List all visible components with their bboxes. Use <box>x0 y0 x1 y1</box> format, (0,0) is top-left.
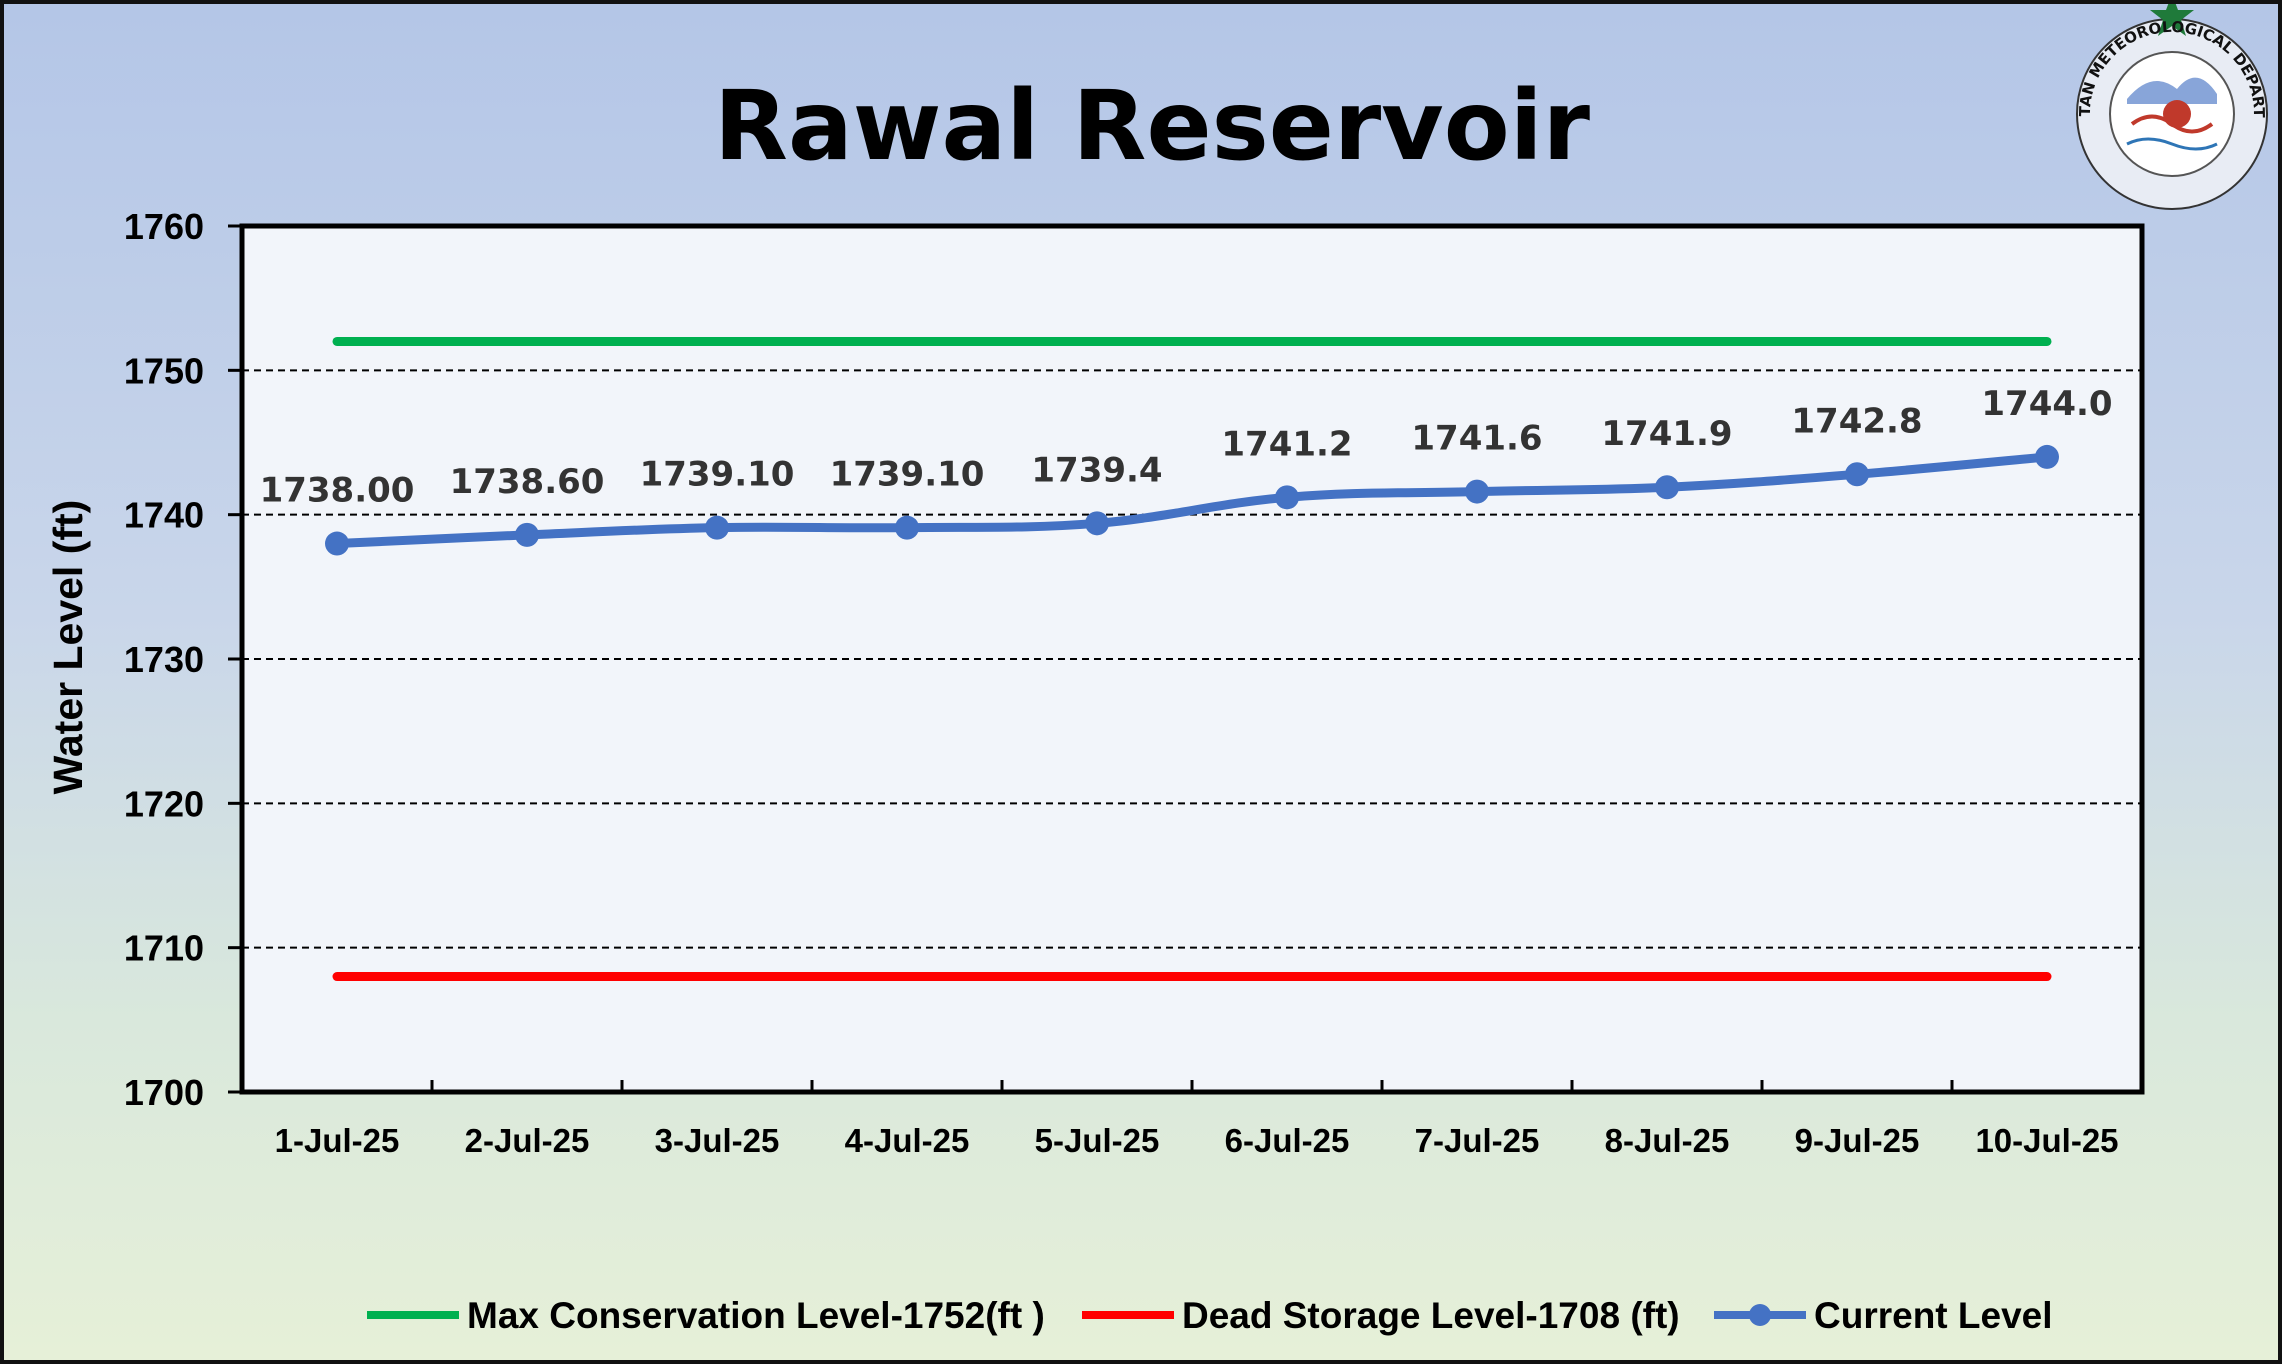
legend: Max Conservation Level-1752(ft ) Dead St… <box>367 1295 2053 1336</box>
data-label: 1744.0 <box>1981 384 2112 424</box>
data-label: 1741.9 <box>1601 414 1732 454</box>
x-tick-label: 1-Jul-25 <box>275 1122 400 1159</box>
y-tick-label: 1720 <box>124 783 204 824</box>
data-labels: 1738.00 1738.60 1739.10 1739.10 1739.4 1741.2… <box>260 384 2113 511</box>
x-tick-label: 3-Jul-25 <box>655 1122 780 1159</box>
x-tick-label: 2-Jul-25 <box>465 1122 590 1159</box>
y-axis-label: Water Level (ft) <box>45 500 91 795</box>
y-tick-label: 1700 <box>124 1072 204 1113</box>
legend-label-current: Current Level <box>1814 1295 2053 1336</box>
x-tick-label: 5-Jul-25 <box>1035 1122 1160 1159</box>
data-label: 1742.8 <box>1791 401 1922 441</box>
chart-title: Rawal Reservoir <box>714 70 1591 182</box>
series-markers <box>325 444 2059 556</box>
y-tick-label: 1750 <box>124 350 204 391</box>
y-tick-label: 1760 <box>124 206 204 247</box>
x-tick-label: 7-Jul-25 <box>1415 1122 1540 1159</box>
current-level-line <box>332 452 2052 549</box>
y-axis-ticks: 1700 1710 1720 1730 1740 1750 1760 <box>124 206 242 1113</box>
legend-label-dead: Dead Storage Level-1708 (ft) <box>1182 1295 1680 1336</box>
current-level-point <box>2035 444 2059 469</box>
current-level-point <box>1085 511 1109 536</box>
data-label: 1739.4 <box>1031 450 1162 490</box>
data-label: 1738.60 <box>450 462 605 502</box>
x-tick-label: 4-Jul-25 <box>845 1122 970 1159</box>
y-tick-label: 1740 <box>124 495 204 536</box>
y-tick-label: 1710 <box>124 928 204 969</box>
current-level-point <box>1275 485 1299 510</box>
pmd-logo: PAKISTAN METEOROLOGICAL DEPARTMENT <box>2076 4 2268 210</box>
x-tick-label: 9-Jul-25 <box>1795 1122 1920 1159</box>
x-tick-label: 8-Jul-25 <box>1605 1122 1730 1159</box>
data-label: 1741.2 <box>1221 424 1352 464</box>
x-axis-ticks: 1-Jul-25 2-Jul-25 3-Jul-25 4-Jul-25 5-Jul-25… <box>275 1080 2119 1159</box>
chart-canvas: Rawal Reservoir PAKISTAN METEOROLOGICAL … <box>45 4 2268 1336</box>
current-level-point <box>1465 479 1489 504</box>
current-level-point <box>515 522 539 547</box>
data-label: 1741.6 <box>1411 419 1542 459</box>
current-level-point <box>325 531 349 556</box>
x-tick-label: 10-Jul-25 <box>1975 1122 2118 1159</box>
legend-label-max: Max Conservation Level-1752(ft ) <box>467 1295 1045 1336</box>
current-level-point <box>1655 475 1679 500</box>
y-tick-label: 1730 <box>124 639 204 680</box>
current-level-point <box>895 515 919 540</box>
current-level-point <box>1845 462 1869 487</box>
x-tick-label: 6-Jul-25 <box>1225 1122 1350 1159</box>
data-label: 1739.10 <box>640 455 795 495</box>
data-label: 1738.00 <box>260 471 415 511</box>
current-level-point <box>705 515 729 540</box>
series-lines <box>332 336 2052 982</box>
data-label: 1739.10 <box>830 455 985 495</box>
legend-marker-current <box>1749 1304 1771 1326</box>
